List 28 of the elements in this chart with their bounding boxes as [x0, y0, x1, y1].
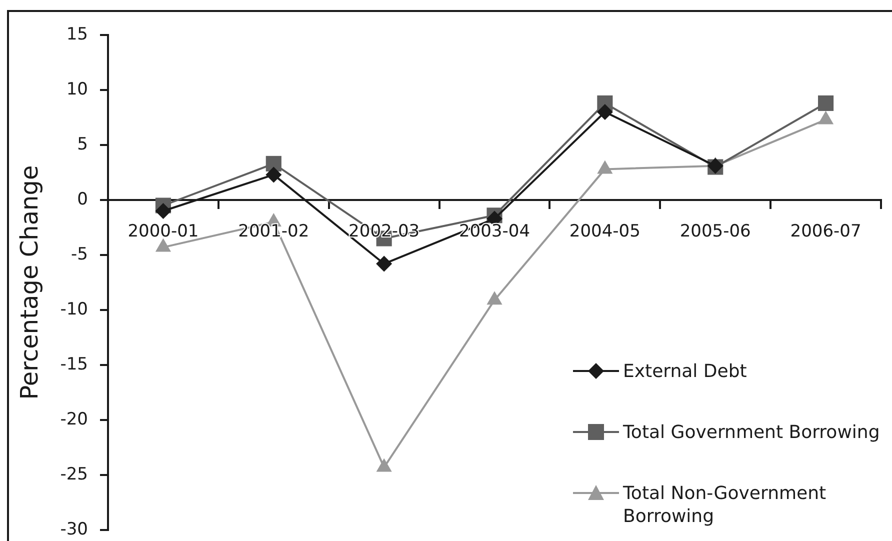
point [596, 104, 613, 120]
y-tick-label: 5 [77, 134, 88, 154]
y-tick-label: 15 [66, 24, 88, 44]
point [266, 166, 282, 183]
point [376, 256, 392, 272]
y-tick-label: -5 [71, 244, 88, 264]
x-tick-label: 2003-04 [458, 222, 530, 242]
y-tick-label: -30 [60, 519, 88, 540]
y-tick-label: -15 [60, 354, 88, 374]
legend-label: Total Government Borrowing [623, 421, 880, 444]
point [266, 156, 282, 172]
point [376, 458, 392, 472]
y-axis-title: Percentage Change [16, 165, 44, 400]
x-tick-label: 2005-06 [680, 222, 751, 242]
x-tick-label: 2004-05 [569, 222, 640, 242]
y-tick-label: 0 [77, 189, 88, 210]
x-tick-label: 2006-07 [790, 222, 862, 242]
legend-label: Total Non-Government Borrowing [623, 482, 828, 528]
point [818, 95, 834, 111]
y-tick-label: -25 [60, 464, 88, 484]
y-tick-label: -20 [60, 409, 88, 430]
x-tick-label: 2001-02 [238, 222, 310, 242]
y-tick-label: 10 [66, 79, 88, 100]
y-tick-label: -10 [60, 299, 88, 320]
point [155, 203, 172, 219]
point [486, 291, 502, 305]
x-tick-label: 2000-01 [128, 222, 199, 242]
legend-label: External Debt [623, 360, 747, 383]
